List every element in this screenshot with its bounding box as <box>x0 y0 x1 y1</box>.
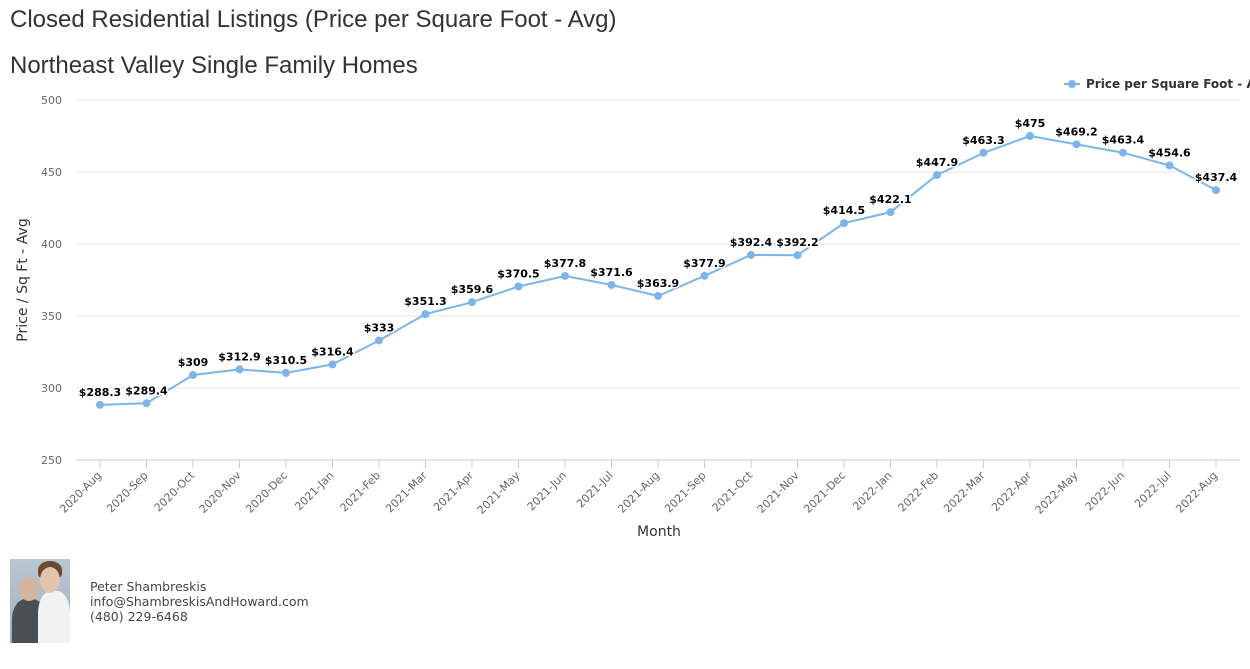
x-tick-label: 2021-Jul <box>574 469 616 511</box>
agent-phone[interactable]: (480) 229-6468 <box>90 609 188 624</box>
data-point <box>840 219 848 228</box>
data-label: $437.4 <box>1195 171 1238 184</box>
y-tick-label: 400 <box>41 238 62 251</box>
y-tick-label: 300 <box>41 382 62 395</box>
data-label: $392.4 <box>730 236 773 249</box>
data-label: $422.1 <box>869 193 911 206</box>
x-tick-label: 2022-Jun <box>1083 469 1127 513</box>
x-tick-label: 2022-Feb <box>896 469 942 515</box>
x-tick-label: 2022-Apr <box>989 469 1034 514</box>
x-tick-label: 2022-May <box>1033 469 1081 517</box>
data-label: $310.5 <box>265 354 307 367</box>
data-label: $392.2 <box>776 236 818 249</box>
x-tick-label: 2020-Sep <box>104 469 150 515</box>
data-label: $454.6 <box>1148 146 1191 159</box>
x-tick-label: 2020-Oct <box>152 468 198 514</box>
x-tick-label: 2021-Jun <box>525 469 569 513</box>
x-tick-label: 2020-Dec <box>243 469 290 516</box>
data-point <box>793 251 802 260</box>
y-tick-label: 500 <box>41 94 62 107</box>
x-tick-label: 2021-Nov <box>755 469 802 516</box>
series-layer <box>96 132 1220 409</box>
agent-email[interactable]: info@ShambreskisAndHoward.com <box>90 594 309 609</box>
chart-subtitle: Northeast Valley Single Family Homes <box>10 52 418 79</box>
data-point <box>979 148 988 157</box>
x-tick-label: 2021-Sep <box>662 469 708 515</box>
x-axis-ticks: 2020-Aug 2020-Sep 2020-Oct 2020-Nov 2020-Dec… <box>57 460 1220 517</box>
data-point <box>1212 186 1220 195</box>
data-point <box>886 208 895 217</box>
y-axis-title: Price / Sq Ft - Avg <box>15 218 31 341</box>
data-label: $359.6 <box>451 283 494 296</box>
x-tick-label: 2021-May <box>475 469 523 517</box>
data-label: $289.4 <box>125 384 168 397</box>
chart-title: Closed Residential Listings (Price per S… <box>10 6 617 33</box>
x-axis-title: Month <box>637 524 681 540</box>
data-label: $316.4 <box>311 345 354 358</box>
data-label: $414.5 <box>823 204 865 217</box>
data-point <box>1165 161 1174 170</box>
legend-label: Price per Square Foot - Avg <box>1086 77 1250 91</box>
data-point <box>235 365 244 374</box>
data-point <box>654 291 662 300</box>
data-point <box>1072 140 1081 149</box>
agent-contact: Peter Shambreskis info@ShambreskisAndHow… <box>90 579 309 624</box>
x-tick-label: 2022-Jan <box>850 469 894 513</box>
y-tick-label: 350 <box>41 310 62 323</box>
x-tick-label: 2021-Feb <box>338 469 384 515</box>
data-label: $463.3 <box>962 134 1004 147</box>
data-label: $475 <box>1015 117 1046 130</box>
data-label: $370.5 <box>497 267 539 280</box>
data-point <box>189 371 197 380</box>
legend-dot-marker <box>1068 80 1076 88</box>
data-point <box>468 298 476 307</box>
data-label: $463.4 <box>1102 134 1145 147</box>
data-label: $288.3 <box>79 386 121 399</box>
data-point <box>142 399 151 408</box>
y-tick-label: 250 <box>41 454 62 467</box>
x-tick-label: 2022-Mar <box>941 469 988 516</box>
data-point <box>282 368 290 377</box>
data-label: $351.3 <box>404 295 446 308</box>
x-tick-label: 2022-Jul <box>1132 469 1174 511</box>
data-point <box>1026 132 1034 140</box>
data-label: $371.6 <box>590 266 633 279</box>
data-point <box>96 400 104 409</box>
x-tick-label: 2021-Apr <box>431 469 476 514</box>
y-tick-label: 450 <box>41 166 62 179</box>
agent-name: Peter Shambreskis <box>90 579 207 594</box>
data-label: $309 <box>178 356 209 369</box>
data-label: $363.9 <box>637 277 679 290</box>
data-point <box>421 310 430 319</box>
data-label: $377.9 <box>683 257 725 270</box>
data-point <box>1119 148 1127 157</box>
data-point <box>514 282 523 291</box>
data-point <box>607 280 616 289</box>
data-label: $312.9 <box>218 350 260 363</box>
data-point <box>933 171 941 180</box>
legend[interactable]: Price per Square Foot - Avg <box>1064 77 1250 91</box>
x-tick-label: 2021-Mar <box>383 469 430 516</box>
x-tick-label: 2022-Aug <box>1173 469 1220 516</box>
data-label: $447.9 <box>916 156 958 169</box>
y-axis-ticks: 250 300 350 400 450 500 <box>41 94 62 467</box>
data-label: $377.8 <box>544 257 586 270</box>
data-label: $333 <box>364 321 395 334</box>
x-tick-label: 2020-Nov <box>197 469 244 516</box>
x-tick-label: 2021-Jan <box>292 469 336 513</box>
data-point <box>328 360 337 369</box>
x-tick-label: 2021-Oct <box>710 468 756 514</box>
x-tick-label: 2021-Dec <box>801 469 848 516</box>
data-point <box>700 271 709 280</box>
x-tick-label: 2021-Aug <box>615 469 662 516</box>
data-labels: $288.3 $289.4 $309 $312.9 $310.5 $316.4 $333 $3… <box>77 116 1239 401</box>
data-point <box>561 271 569 280</box>
data-label: $469.2 <box>1055 125 1097 138</box>
data-point <box>747 250 755 259</box>
x-tick-label: 2020-Aug <box>57 469 104 516</box>
data-point <box>375 336 383 345</box>
avatar <box>10 559 70 643</box>
